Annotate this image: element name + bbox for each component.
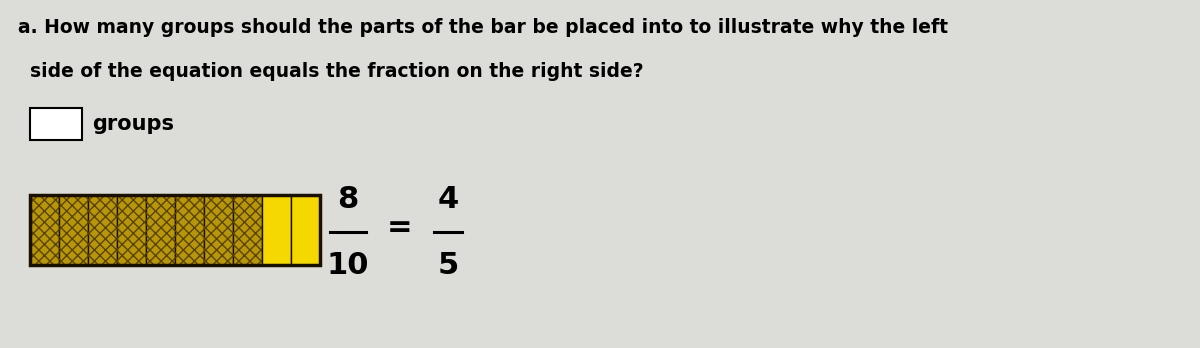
Bar bbox=[30, 195, 59, 265]
Text: a. How many groups should the parts of the bar be placed into to illustrate why : a. How many groups should the parts of t… bbox=[18, 18, 948, 37]
Text: 8: 8 bbox=[337, 185, 359, 214]
Bar bbox=[262, 195, 292, 265]
Bar bbox=[30, 195, 320, 265]
Text: 10: 10 bbox=[326, 252, 370, 280]
Text: 4: 4 bbox=[437, 185, 458, 214]
Bar bbox=[88, 195, 118, 265]
Bar bbox=[292, 195, 320, 265]
Text: 5: 5 bbox=[437, 252, 458, 280]
Text: =: = bbox=[388, 214, 413, 243]
Bar bbox=[204, 195, 233, 265]
Bar bbox=[118, 195, 146, 265]
Bar bbox=[233, 195, 262, 265]
Bar bbox=[175, 195, 204, 265]
Bar bbox=[59, 195, 88, 265]
Bar bbox=[175, 195, 204, 265]
Bar bbox=[30, 108, 82, 140]
Bar bbox=[118, 195, 146, 265]
Text: side of the equation equals the fraction on the right side?: side of the equation equals the fraction… bbox=[30, 62, 643, 81]
Bar bbox=[146, 195, 175, 265]
Bar bbox=[233, 195, 262, 265]
Bar bbox=[88, 195, 118, 265]
Bar bbox=[30, 195, 59, 265]
Bar bbox=[204, 195, 233, 265]
Text: groups: groups bbox=[92, 114, 174, 134]
Bar bbox=[146, 195, 175, 265]
Bar bbox=[59, 195, 88, 265]
